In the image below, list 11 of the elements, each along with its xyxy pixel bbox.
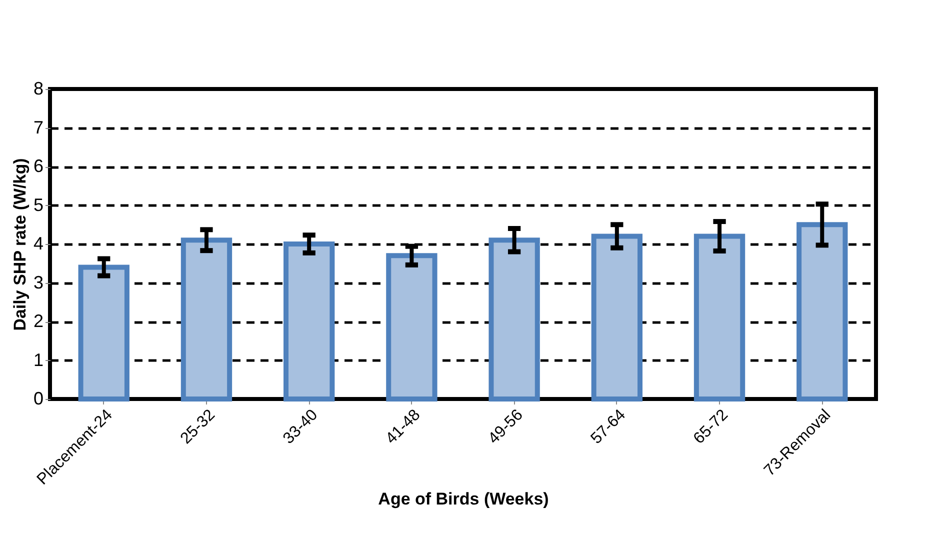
y-axis-title: Daily SHP rate (W/kg) [10, 158, 30, 331]
y-tick-label: 3 [33, 272, 44, 292]
y-tick-label: 6 [33, 156, 44, 176]
y-tick-label: 4 [33, 234, 44, 254]
y-tick-label: 5 [33, 194, 44, 215]
y-tick-label: 8 [33, 78, 44, 98]
y-tick-label: 2 [33, 311, 44, 331]
y-tick-label: 0 [33, 388, 44, 408]
y-tick-label: 1 [33, 350, 44, 370]
x-axis-title: Age of Birds (Weeks) [378, 490, 549, 509]
y-tick-label: 7 [33, 117, 44, 138]
